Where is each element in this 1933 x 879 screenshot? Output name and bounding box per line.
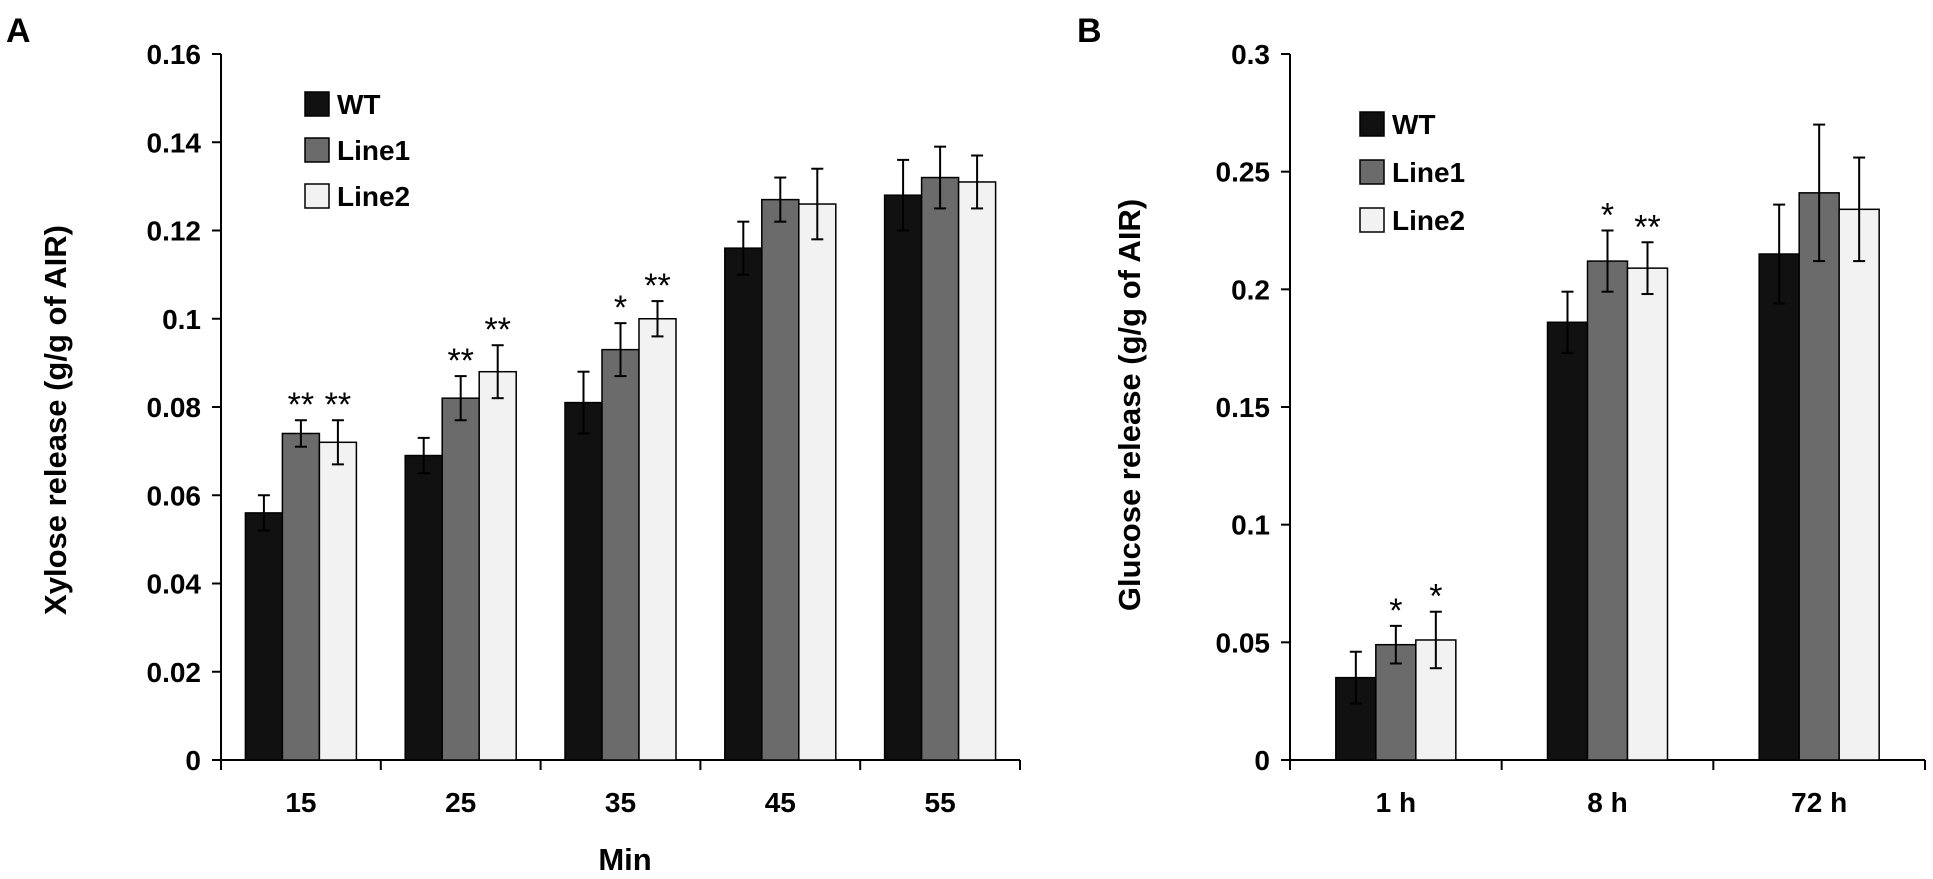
panel-b-y-tick-label: 0.1 [1231,510,1270,541]
panel-a-bar-line2 [638,318,677,761]
panel-a-bar-line2 [318,441,358,761]
panel-b-y-tick-label: 0.3 [1231,39,1270,70]
panel-a-y-tick-label: 0.02 [147,657,202,688]
panel-b-significance-marker: * [1429,578,1442,616]
panel-b-legend-label-line1: Line1 [1392,157,1465,188]
panel-a-x-tick-label: 45 [765,787,796,818]
panel-b-bar-line1 [1798,192,1840,761]
panel-a-y-axis-title: Xylose release (g/g of AIR) [38,225,73,615]
panel-a-y-tick-label: 0.16 [147,39,202,70]
panel-a-y-tick-label: 0.04 [147,569,202,600]
panel-a-legend-label-wt: WT [337,89,381,120]
panel-a-bar-line2 [798,203,837,761]
panel-b-significance-marker: * [1601,197,1614,235]
panel-a-y-tick-label: 0.14 [147,127,202,158]
panel-b-bar-line1 [1586,260,1629,761]
panel-a-legend-swatch-line2 [304,183,330,209]
panel-b-legend-swatch-wt [1359,111,1385,137]
panel-a-legend-label-line2: Line2 [337,181,410,212]
panel-b-bar-wt [1758,253,1800,761]
panel-b-significance-marker: * [1389,592,1402,630]
panel-b-legend-label-line2: Line2 [1392,205,1465,236]
panel-a-bar-line1 [761,198,800,761]
panel-b-bar-line2 [1626,267,1669,761]
panel-a-significance-marker: * [614,289,627,327]
panel-a-letter: A [6,12,31,50]
panel-a-legend-label-line1: Line1 [337,135,410,166]
panel-a-bar-line2 [957,181,997,761]
panel-b-legend-label-wt: WT [1392,109,1436,140]
panel-b-letter: B [1077,12,1102,50]
panel-b-legend-swatch-line1 [1359,159,1385,185]
panel-a: A Xylose release (g/g of AIR) Min 0 0.02 0… [6,12,1021,877]
panel-a-y-tick-label: 0.12 [147,216,202,247]
panel-a-bar-wt [564,401,603,761]
panel-b-y-axis-title: Glucose release (g/g of AIR) [1112,199,1147,611]
panel-b-y-tick-label: 0.2 [1231,274,1270,305]
panel-a-y-tick-label: 0.08 [147,392,202,423]
panel-a-y-tick-label: 0.1 [162,304,201,335]
panel-a-bar-wt [883,194,923,761]
panel-a-significance-marker: ** [325,386,351,424]
panel-a-bar-line1 [281,432,321,761]
panel-b-x-tick-label: 72 h [1791,787,1847,818]
panel-a-significance-marker: ** [644,267,670,305]
panel-a-bar-line1 [601,348,640,761]
panel-a-x-tick-label: 15 [285,787,316,818]
panel-b-y-tick-label: 0.25 [1216,157,1271,188]
panel-a-bar-line1 [920,176,960,761]
panel-a-x-axis-title: Min [598,842,651,877]
panel-a-significance-marker: ** [288,386,314,424]
panel-b-bar-wt [1546,321,1589,761]
panel-b-bar-line2 [1838,208,1880,761]
panel-a-bar-wt [404,454,443,761]
panel-a-y-tick-label: 0 [185,745,201,776]
panel-b-y-tick-label: 0.05 [1216,627,1271,658]
panel-a-bar-line2 [478,370,517,761]
panel-a-bar-line1 [441,397,480,761]
panel-a-significance-marker: ** [484,311,510,349]
panel-a-legend-swatch-wt [304,91,330,117]
panel-a-bar-wt [244,512,284,761]
panel-b-significance-marker: ** [1634,208,1660,246]
panel-b-y-tick-label: 0 [1254,745,1270,776]
panel-a-x-tick-label: 35 [605,787,636,818]
panel-b-y-tick-label: 0.15 [1216,392,1271,423]
panel-b-legend-swatch-line2 [1359,207,1385,233]
panel-b: B Glucose release (g/g of AIR) 0 0.05 0.1 0… [1077,12,1926,818]
panel-a-legend-swatch-line1 [304,137,330,163]
panel-a-bar-wt [724,247,763,761]
panel-b-x-tick-label: 1 h [1376,787,1416,818]
panel-b-x-tick-label: 8 h [1587,787,1627,818]
panel-a-y-tick-label: 0.06 [147,480,202,511]
panel-a-significance-marker: ** [447,342,473,380]
panel-a-x-tick-label: 55 [925,787,956,818]
panel-a-x-tick-label: 25 [445,787,476,818]
